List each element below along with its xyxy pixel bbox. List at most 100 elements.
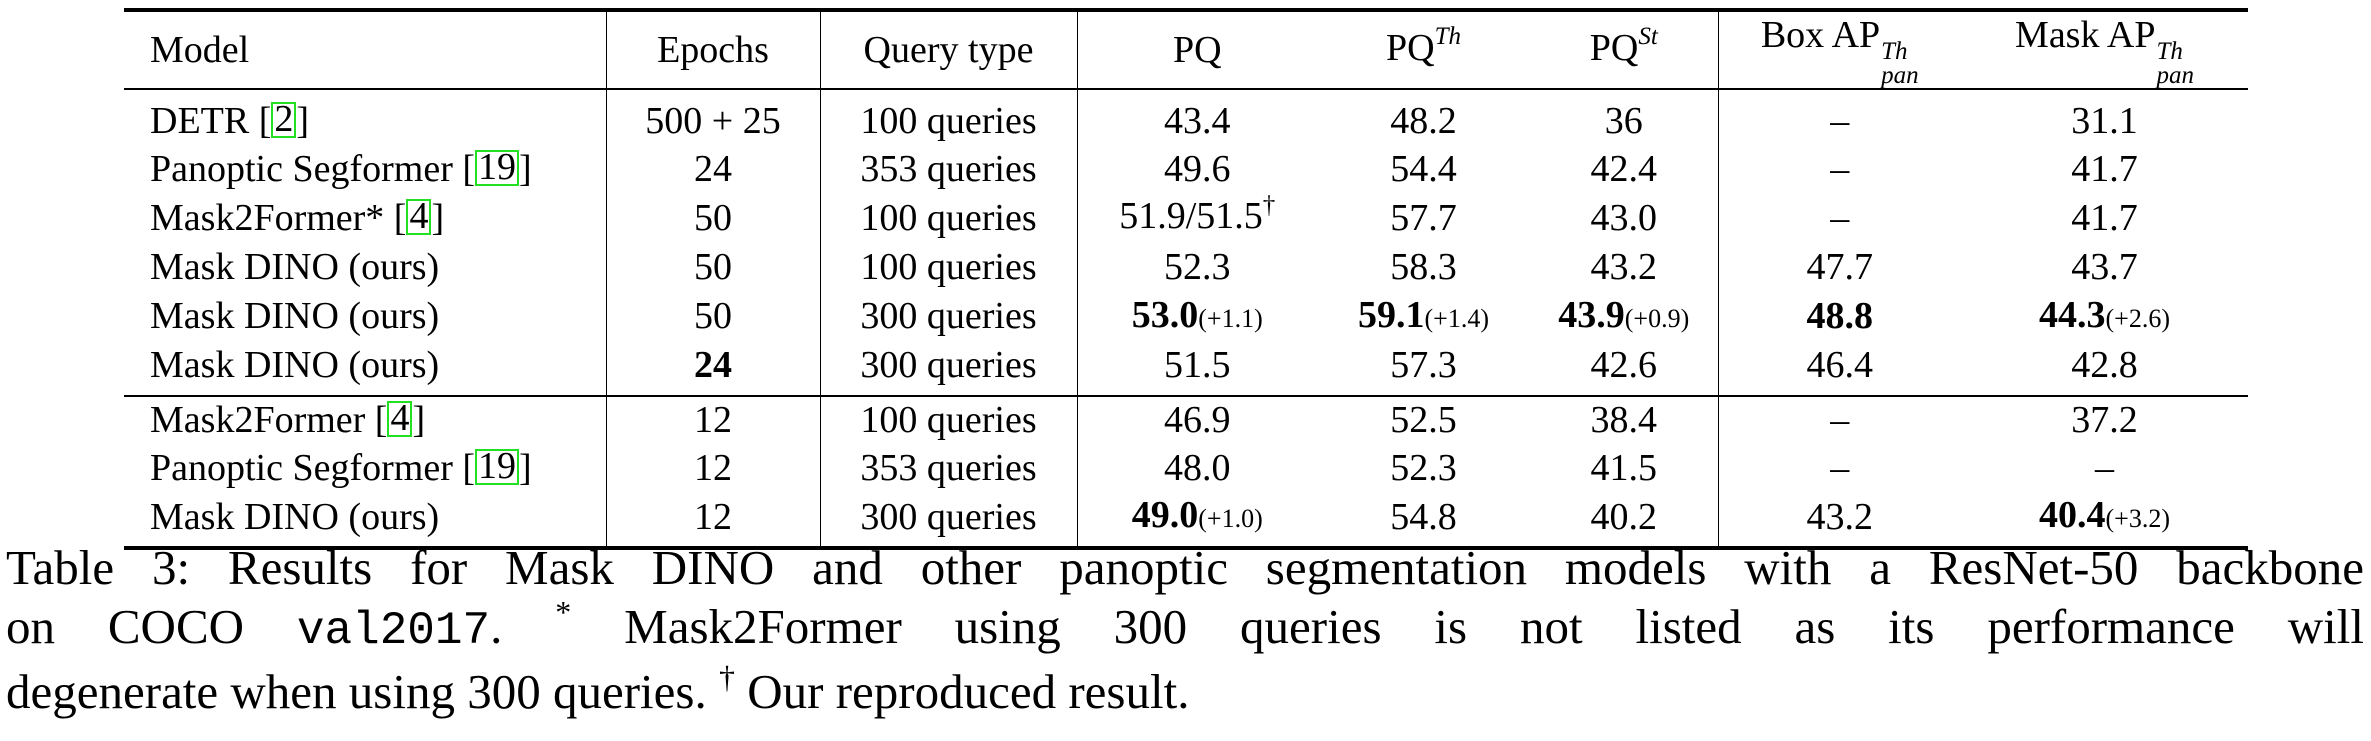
cell-epochs: 50 xyxy=(606,291,821,342)
cell-mask-ap: 44.3(+2.6) xyxy=(1961,292,2248,342)
caption-text: degenerate when using 300 queries. xyxy=(6,664,707,719)
cell-query: 300 queries xyxy=(820,291,1078,342)
cell-pq: 46.9 xyxy=(1077,395,1317,445)
cell-value: 300 queries xyxy=(860,295,1037,337)
cell-value: 48.2 xyxy=(1390,100,1457,143)
cell-pq-th: 54.4 xyxy=(1317,146,1530,194)
cell-query: 353 queries xyxy=(820,444,1078,492)
cell-epochs: 500 + 25 xyxy=(606,89,821,146)
cell-value: 58.3 xyxy=(1390,246,1457,289)
cell-value: 41.5 xyxy=(1590,446,1658,489)
cell-value: 100 queries xyxy=(860,100,1037,143)
cell-model: Mask DINO (ours) xyxy=(124,244,607,292)
caption-dagger: † xyxy=(719,659,735,695)
cell-value: 54.4 xyxy=(1390,147,1457,190)
cell-pq: 49.6 xyxy=(1077,146,1317,194)
caption-text: Our reproduced result. xyxy=(735,664,1190,719)
cell-query: 100 queries xyxy=(820,395,1078,445)
header-pq: PQ xyxy=(1077,8,1317,90)
citation-bracket: ] xyxy=(296,100,310,143)
header-mask-ap-sup: Th xyxy=(2156,38,2183,65)
caption-line-2: on COCO val2017. * Mask2Former using 300… xyxy=(6,594,2365,662)
cell-value: 43.4 xyxy=(1164,100,1231,143)
cell-pq-th: 52.3 xyxy=(1317,445,1530,493)
cell-epochs: 12 xyxy=(606,492,821,550)
citation-link[interactable]: 4 xyxy=(387,399,413,438)
cell-value: 48.0 xyxy=(1164,446,1231,489)
cell-value: 12 xyxy=(694,446,732,489)
table-body-group-1: DETR [2] 500 + 25 100 queries 43.4 48.2 36 – 31… xyxy=(124,89,2248,396)
header-pq-st-base: PQ xyxy=(1589,26,1639,69)
citation-link[interactable]: 2 xyxy=(271,100,297,139)
cell-value: 46.4 xyxy=(1806,343,1874,386)
cell-value: 57.3 xyxy=(1390,343,1457,386)
dagger-mark: † xyxy=(1262,192,1276,219)
cell-model: DETR [2] xyxy=(124,89,607,146)
cell-box-ap: – xyxy=(1718,395,1961,445)
table-row: Mask DINO (ours) 50 300 queries 53.0(+1.1) 5… xyxy=(124,291,2248,342)
caption-text: . xyxy=(490,599,556,654)
caption-text: Mask2Former using 300 queries is not lis… xyxy=(571,599,2365,654)
cell-value: 43.9 xyxy=(1558,293,1625,336)
cell-pq-th: 58.3 xyxy=(1317,244,1530,292)
cell-value: 47.7 xyxy=(1806,246,1874,289)
cell-value: 57.7 xyxy=(1390,197,1457,239)
cell-pq-th: 59.1(+1.4) xyxy=(1317,292,1530,342)
cell-value: 50 xyxy=(694,197,732,239)
cell-value: 40.4 xyxy=(2039,494,2106,536)
cell-value: 41.7 xyxy=(2071,197,2138,239)
table-caption: Table 3: Results for Mask DINO and other… xyxy=(6,538,2364,727)
cell-mask-ap: 41.7 xyxy=(1961,146,2248,194)
cell-pq-th: 52.5 xyxy=(1317,395,1530,445)
cell-value: 36 xyxy=(1604,100,1643,143)
cell-model: Mask DINO (ours) xyxy=(124,291,607,342)
citation-bracket: ] xyxy=(519,446,532,489)
cell-box-ap: 47.7 xyxy=(1718,244,1961,292)
cell-pq-st: 36 xyxy=(1530,89,1719,146)
cell-value: 41.7 xyxy=(2071,147,2138,190)
cell-pq: 51.9/51.5† xyxy=(1077,192,1317,244)
citation-link[interactable]: 4 xyxy=(406,197,432,235)
table-row: Mask2Former* [4] 50 100 queries 51.9/51.5† 5… xyxy=(124,192,2248,244)
cell-value: 300 queries xyxy=(860,343,1037,386)
gain-value: (+1.4) xyxy=(1424,303,1489,333)
cell-value: – xyxy=(1830,446,1850,489)
cell-value: 100 queries xyxy=(860,246,1037,289)
cell-value: 12 xyxy=(694,399,732,442)
cell-query: 100 queries xyxy=(820,193,1078,244)
model-name: Mask2Former* [ xyxy=(150,197,407,239)
citation-link[interactable]: 19 xyxy=(475,148,520,186)
header-pq-th-base: PQ xyxy=(1386,26,1435,69)
model-name: Mask DINO (ours) xyxy=(150,343,440,386)
cell-box-ap: – xyxy=(1718,89,1961,146)
results-table: Model Epochs Query type PQ PQTh PQSt Box… xyxy=(124,8,2248,550)
cell-value: 49.6 xyxy=(1164,147,1231,190)
cell-box-ap: – xyxy=(1718,146,1961,194)
cell-epochs: 50 xyxy=(606,193,821,244)
table-row: Panoptic Segformer [19] 12 353 queries 48.0… xyxy=(124,444,2248,493)
cell-query: 300 queries xyxy=(820,341,1078,396)
header-model: Model xyxy=(124,8,607,90)
header-epochs: Epochs xyxy=(606,8,821,90)
citation-bracket: ] xyxy=(412,399,426,442)
gain-value: (+1.1) xyxy=(1198,303,1263,333)
cell-epochs: 24 xyxy=(606,145,821,193)
cell-pq-st: 40.2 xyxy=(1530,492,1719,550)
cell-pq-st: 43.2 xyxy=(1530,244,1719,292)
cell-mask-ap: 41.7 xyxy=(1961,193,2248,244)
results-table-container: Model Epochs Query type PQ PQTh PQSt Box… xyxy=(124,8,2248,550)
cell-box-ap: – xyxy=(1718,445,1961,493)
cell-model: Mask2Former [4] xyxy=(124,395,607,445)
cell-value: 43.2 xyxy=(1590,246,1658,289)
citation-link[interactable]: 19 xyxy=(475,447,520,485)
cell-value: 40.2 xyxy=(1590,495,1658,538)
header-mask-ap: Mask AP Th pan xyxy=(1961,8,2248,90)
cell-value: 53.0 xyxy=(1131,293,1199,336)
cell-value: – xyxy=(1830,100,1850,143)
table-row: Mask DINO (ours) 50 100 queries 52.3 58.3 43.… xyxy=(124,244,2248,292)
caption-code: val2017 xyxy=(296,605,491,657)
cell-value: 24 xyxy=(694,343,732,386)
cell-mask-ap: – xyxy=(1961,445,2248,493)
gain-value: (+2.6) xyxy=(2105,303,2170,333)
cell-value: 59.1 xyxy=(1358,293,1425,336)
